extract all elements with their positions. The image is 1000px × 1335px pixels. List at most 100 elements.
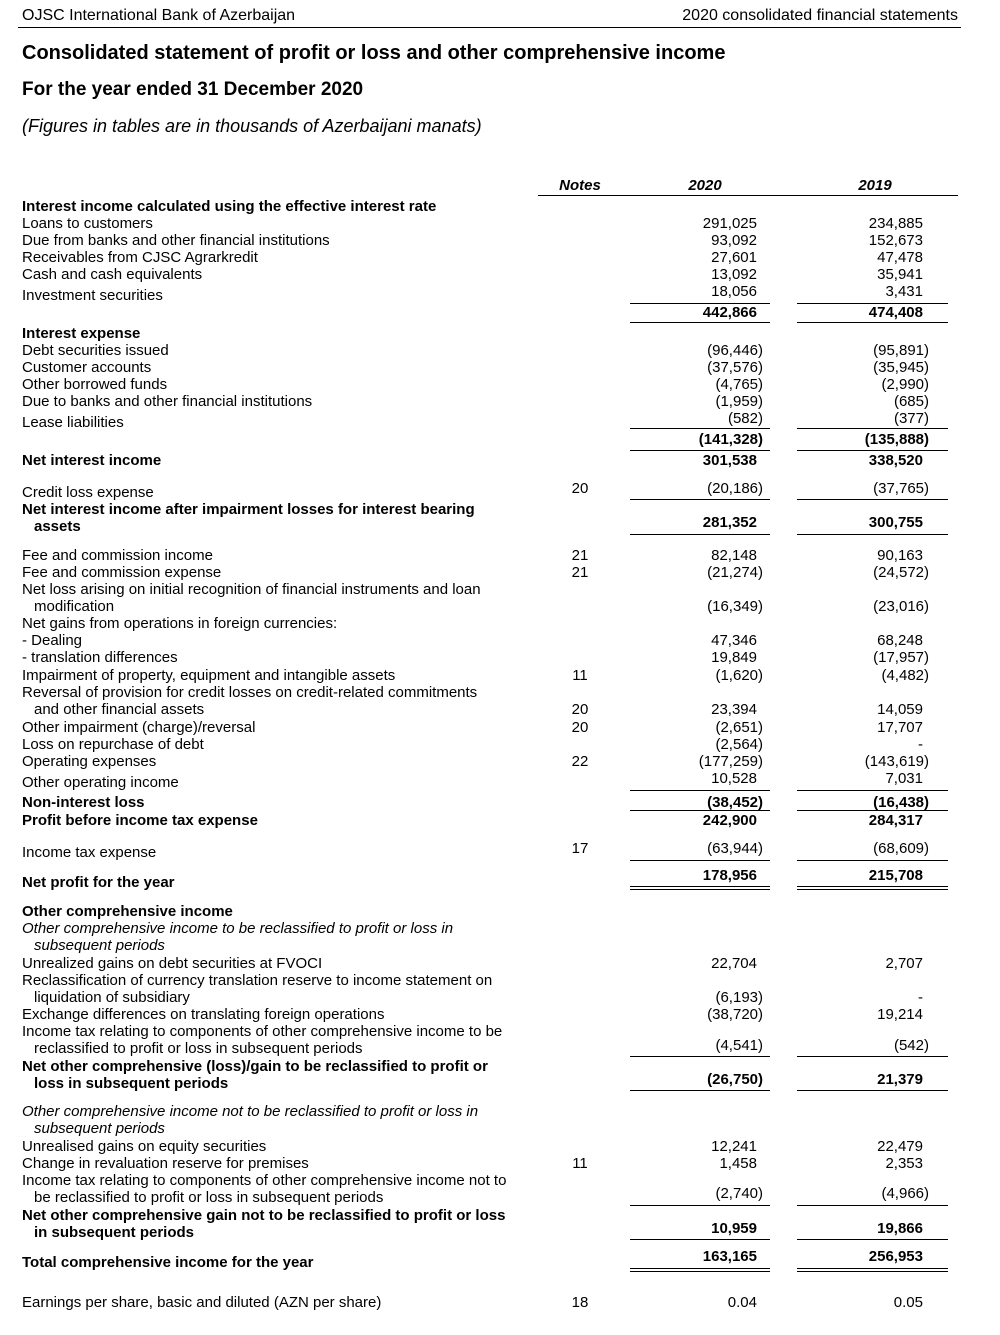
subtotal-rule (797, 1239, 948, 1240)
row-label-continuation: subsequent periods (34, 1120, 165, 1137)
value-2019: 0.05 (823, 1294, 923, 1311)
value-2019-text: (2,990) (881, 376, 929, 393)
row-label-continuation: and other financial assets (34, 701, 205, 718)
value-2019-text: 338,520 (868, 452, 923, 469)
value-2019: 68,248 (823, 632, 923, 649)
row-label-line: Other operating income (22, 774, 179, 791)
value-2020: 22,704 (657, 955, 757, 972)
value-2019-text: 17,707 (877, 719, 923, 736)
value-2019: 256,953 (823, 1248, 923, 1265)
row-label-line: Impairment of property, equipment and in… (22, 667, 396, 684)
row-label-line: Loans to customers (22, 215, 153, 232)
subtotal-rule (797, 860, 948, 861)
row-label: Income tax relating to components of oth… (22, 1023, 502, 1057)
row-label: Fee and commission income (22, 547, 213, 564)
row-label: Interest income calculated using the eff… (22, 198, 436, 215)
row-label-line: Interest expense (22, 325, 141, 342)
row-label-line: Reversal of provision for credit losses … (22, 684, 478, 701)
value-2019-text: (4,482) (881, 667, 929, 684)
value-2020-text: (38,452) (707, 794, 763, 811)
value-2019: (4,482) (823, 667, 929, 684)
value-2020: 163,165 (657, 1248, 757, 1265)
value-2020-text: (20,186) (707, 480, 763, 497)
value-2019-text: (16,438) (873, 794, 929, 811)
row-label: Other operating income (22, 774, 179, 791)
row-label: Profit before income tax expense (22, 812, 258, 829)
value-2019-text: 35,941 (877, 266, 923, 283)
row-label: Interest expense (22, 325, 140, 342)
row-note-ref: 21 (571, 547, 589, 564)
subtotal-rule (797, 1205, 948, 1206)
row-label-line: Investment securities (22, 287, 163, 304)
row-note-ref: 20 (571, 701, 589, 718)
row-label-line: Reclassification of currency translation… (22, 972, 493, 989)
value-2019-text: 19,214 (877, 1006, 923, 1023)
row-label-line: Other borrowed funds (22, 376, 168, 393)
value-2020-text: 10,959 (711, 1220, 757, 1237)
subtotal-rule (797, 790, 948, 791)
row-label-line: Loss on repurchase of debt (22, 736, 204, 753)
subtotal-rule (630, 450, 770, 451)
subtotal-rule (797, 1090, 948, 1091)
row-label-continuation: reclassified to profit or loss in subseq… (34, 1040, 363, 1057)
value-2020-text: 47,346 (711, 632, 757, 649)
value-2020: (177,259) (657, 753, 763, 770)
row-label: Non-interest loss (22, 794, 145, 811)
value-2019: (685) (823, 393, 929, 410)
column-header-2019: 2019 (858, 177, 892, 194)
subtotal-rule (797, 428, 948, 429)
value-2019-text: 90,163 (877, 547, 923, 564)
row-label-line: Debt securities issued (22, 342, 169, 359)
value-2020: (38,452) (657, 794, 763, 811)
value-2020-text: (38,720) (707, 1006, 763, 1023)
value-2020: (6,193) (657, 989, 763, 1006)
value-2019-text: 68,248 (877, 632, 923, 649)
row-label-continuation: modification (34, 598, 115, 615)
row-label-line: Interest income calculated using the eff… (22, 198, 437, 215)
row-label-line: Fee and commission income (22, 547, 213, 564)
value-2020-text: 291,025 (702, 215, 757, 232)
value-2020: (2,564) (657, 736, 763, 753)
row-label: Net interest income (22, 452, 161, 469)
value-2019-text: 2,353 (885, 1155, 923, 1172)
row-label: Unrealised gains on equity securities (22, 1138, 266, 1155)
value-2020-text: (4,765) (715, 376, 763, 393)
row-label-line: Unrealized gains on debt securities at F… (22, 955, 323, 972)
value-2020-text: (177,259) (698, 753, 763, 770)
row-label-line: Net loss arising on initial recognition … (22, 581, 481, 598)
value-2020: 242,900 (657, 812, 757, 829)
units-note: (Figures in tables are in thousands of A… (22, 116, 482, 136)
row-label-line: Operating expenses (22, 753, 157, 770)
value-2020: 178,956 (657, 867, 757, 884)
header-divider (18, 27, 961, 28)
row-note-ref: 21 (571, 564, 589, 581)
value-2020-text: (2,651) (715, 719, 763, 736)
value-2019-text: (542) (893, 1037, 929, 1054)
column-header-rule (538, 195, 958, 196)
value-2019-text: (143,619) (864, 753, 929, 770)
value-2020: (141,328) (657, 431, 763, 448)
row-note-ref: 11 (572, 667, 588, 684)
row-label-line: Fee and commission expense (22, 564, 222, 581)
value-2019: - (823, 736, 923, 753)
value-2020-text: (16,349) (707, 598, 763, 615)
value-2019: 19,866 (823, 1220, 923, 1237)
column-header-2020: 2020 (688, 177, 722, 194)
value-2019: (95,891) (823, 342, 929, 359)
value-2019: 7,031 (823, 770, 923, 787)
subtotal-rule (630, 790, 770, 791)
row-label: Credit loss expense (22, 484, 154, 501)
page-title: Consolidated statement of profit or loss… (22, 42, 726, 64)
row-label: Due to banks and other financial institu… (22, 393, 312, 410)
row-label-line: Net interest income after impairment los… (22, 501, 475, 518)
value-2019-text: 22,479 (877, 1138, 923, 1155)
value-2019-text: - (918, 736, 923, 753)
value-2019-text: 300,755 (868, 514, 923, 531)
value-2020: 13,092 (657, 266, 757, 283)
value-2020: 19,849 (657, 649, 757, 666)
value-2020-text: (37,576) (707, 359, 763, 376)
value-2019: 35,941 (823, 266, 923, 283)
value-2020: (4,541) (657, 1037, 763, 1054)
row-label-continuation: liquidation of subsidiary (34, 989, 190, 1006)
value-2019: (17,957) (823, 649, 929, 666)
